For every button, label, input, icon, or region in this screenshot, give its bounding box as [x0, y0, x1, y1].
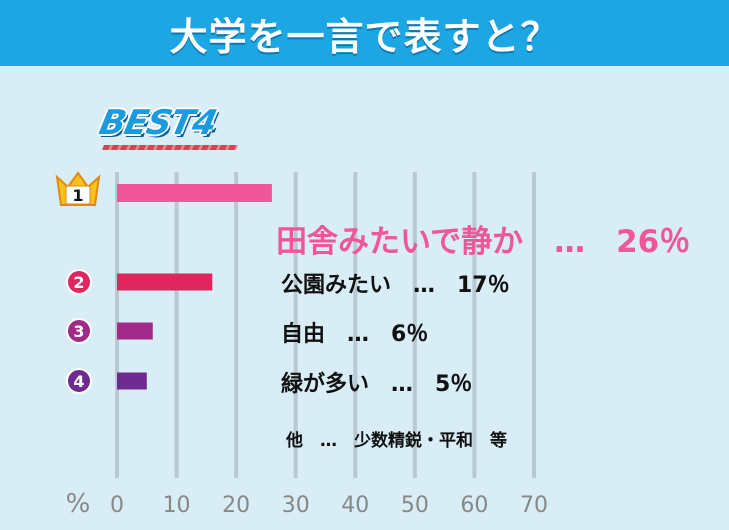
x-tick-label-20: 20	[222, 493, 250, 518]
rank-number-4: 4	[73, 372, 84, 391]
header-banner: 大学を一言で表すと？	[0, 0, 729, 66]
rank-number-1: 1	[72, 186, 83, 205]
rank-number-2: 2	[73, 273, 84, 292]
x-tick-label-10: 10	[163, 493, 191, 518]
x-tick-label-60: 60	[460, 493, 488, 518]
rank-circle-2: 2	[66, 269, 92, 295]
bar-label-rank-3: 自由 … 6％	[281, 322, 429, 347]
rank-circle-4: 4	[66, 368, 92, 394]
x-tick-labels: % 0 10 20 30 40 50 60 70	[66, 489, 548, 519]
rank-circle-3: 3	[66, 318, 92, 344]
page-title: 大学を一言で表すと？	[169, 14, 560, 59]
crown-icon: 1	[55, 171, 101, 206]
bar-rank-3	[117, 322, 153, 340]
bar-rank-4	[117, 372, 147, 390]
bar-label-rank-1: 田舎みたいで静か … 26％	[276, 224, 691, 260]
x-tick-label-50: 50	[401, 493, 429, 518]
bars	[117, 184, 272, 390]
x-tick-label-70: 70	[520, 493, 548, 518]
bar-label-rank-4: 緑が多い … 5％	[281, 372, 473, 397]
x-tick-label-40: 40	[341, 493, 369, 518]
x-axis-unit: %	[66, 489, 91, 519]
rank-markers: 1 2 3 4	[55, 171, 101, 394]
rank-number-3: 3	[73, 322, 84, 341]
bar-rank-1	[117, 184, 272, 202]
x-tick-label-0: 0	[110, 493, 124, 518]
other-label: 他 … 少数精鋭・平和 等	[286, 431, 507, 451]
x-tick-label-30: 30	[282, 493, 310, 518]
grid-lines	[115, 172, 536, 478]
bar-label-rank-2: 公園みたい … 17％	[281, 273, 510, 298]
bar-rank-2	[117, 273, 213, 291]
